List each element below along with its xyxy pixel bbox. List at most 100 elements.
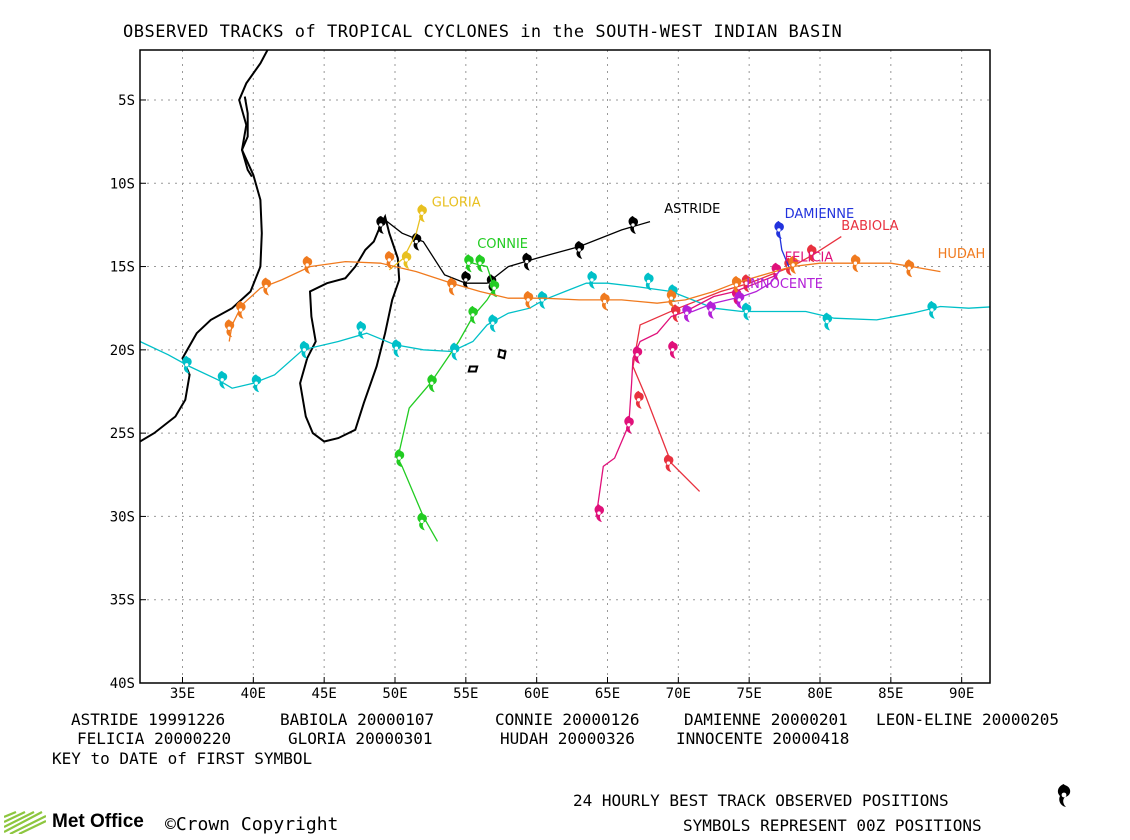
- track-symbol-astride: [522, 252, 532, 271]
- track-innocente: [682, 269, 781, 323]
- lat-tick-label: 20S: [110, 343, 135, 359]
- track-symbol-hudah: [261, 277, 272, 296]
- track-symbol-astride: [628, 215, 638, 234]
- track-symbol-leon-eline: [488, 314, 498, 333]
- track-symbol-hudah: [600, 292, 610, 311]
- track-symbol-leon-eline: [587, 270, 597, 289]
- legend-damienne: DAMIENNE 20000201: [684, 710, 848, 729]
- storm-label-babiola: BABIOLA: [841, 219, 898, 234]
- track-symbol-innocente: [682, 304, 692, 323]
- axis-ticks: 5S 10S 15S 20S 25S 30S 35S 40S 35E 40E 45E 50E 55E 60…: [110, 93, 975, 702]
- mauritius-coastline: [497, 348, 507, 360]
- track-gloria: [388, 204, 427, 271]
- storm-label-astride: ASTRIDE: [664, 202, 720, 217]
- track-symbol-astride: [461, 270, 471, 289]
- storm-labels: ASTRIDE BABIOLA CONNIE DAMIENNE FELICIA GLORI…: [432, 196, 986, 293]
- lon-tick-label: 50E: [382, 686, 407, 702]
- track-symbol-astride: [411, 232, 422, 251]
- track-symbol-leon-eline: [356, 320, 366, 339]
- track-felicia: [594, 262, 782, 523]
- grid-lines: [140, 50, 990, 683]
- lon-tick-label: 55E: [453, 686, 478, 702]
- track-symbol-gloria: [417, 204, 427, 223]
- track-symbol-leon-eline: [217, 370, 228, 389]
- storm-label-damienne: DAMIENNE: [785, 207, 855, 222]
- track-connie: [394, 254, 500, 542]
- track-symbol-felicia: [668, 340, 678, 359]
- lat-tick-label: 35S: [110, 593, 135, 609]
- lat-tick-label: 10S: [110, 176, 135, 192]
- lon-tick-label: 85E: [878, 686, 903, 702]
- track-symbol-hudah: [236, 300, 246, 319]
- footer-line-2: SYMBOLS REPRESENT 00Z POSITIONS: [683, 816, 982, 835]
- track-symbol-connie: [464, 254, 474, 273]
- track-symbol-astride: [376, 215, 386, 234]
- track-symbol-hudah: [523, 290, 534, 309]
- track-symbol-hudah: [850, 254, 861, 273]
- lat-tick-label: 30S: [110, 509, 135, 525]
- track-symbol-connie: [394, 449, 405, 468]
- coastlines: [140, 50, 507, 443]
- track-symbol-connie: [489, 279, 500, 298]
- map-title: OBSERVED TRACKS of TROPICAL CYCLONES in …: [123, 22, 843, 42]
- lat-tick-label: 15S: [110, 260, 135, 276]
- cyclone-symbol-icon: [1057, 784, 1071, 807]
- track-symbol-connie: [427, 374, 437, 393]
- track-symbol-connie: [475, 254, 485, 273]
- track-symbol-hudah: [447, 277, 457, 296]
- track-babiola: [632, 236, 842, 492]
- track-symbol-gloria: [401, 250, 412, 269]
- track-symbol-leon-eline: [822, 312, 833, 331]
- legend-hudah: HUDAH 20000326: [500, 729, 635, 748]
- track-symbol-babiola: [663, 454, 674, 473]
- storm-label-gloria: GLORIA: [432, 196, 481, 211]
- track-line-felicia: [595, 274, 778, 517]
- lon-tick-label: 65E: [595, 686, 620, 702]
- track-symbol-felicia: [594, 504, 604, 523]
- track-symbol-hudah: [731, 275, 742, 294]
- track-symbol-leon-eline: [644, 272, 654, 291]
- storm-label-felicia: FELICIA: [785, 251, 834, 266]
- track-symbol-leon-eline: [251, 374, 262, 393]
- track-symbol-connie: [468, 305, 478, 324]
- track-symbol-innocente: [734, 290, 745, 309]
- lat-tick-label: 25S: [110, 426, 135, 442]
- track-line-babiola: [632, 236, 842, 492]
- plot-frame: [139, 49, 991, 684]
- track-symbol-connie: [417, 512, 427, 531]
- track-line-hudah: [228, 260, 941, 342]
- legend-row-1: ASTRIDE 19991226: [71, 710, 225, 729]
- track-astride: [376, 215, 651, 293]
- zanzibar-coastline: [240, 96, 253, 178]
- legend-astride: ASTRIDE 19991226: [71, 710, 226, 729]
- lon-tick-label: 90E: [949, 686, 974, 702]
- lon-tick-label: 75E: [737, 686, 762, 702]
- track-symbol-hudah: [788, 255, 799, 274]
- legend-gloria: GLORIA 20000301: [288, 729, 433, 748]
- track-symbol-babiola: [807, 244, 817, 263]
- track-symbol-hudah: [302, 255, 313, 274]
- madagascar-coastline: [299, 213, 401, 443]
- track-symbol-leon-eline: [537, 290, 548, 309]
- track-symbol-leon-eline: [299, 340, 310, 359]
- legend-leon-eline: LEON-ELINE 20000205: [876, 710, 1060, 729]
- track-symbol-hudah: [666, 289, 677, 308]
- cyclone-tracks: [140, 204, 990, 542]
- track-symbol-felicia: [624, 415, 634, 434]
- met-office-logo-text: Met Office: [52, 811, 144, 832]
- copyright-notice: ©Crown Copyright: [165, 814, 339, 835]
- legend-felicia: FELICIA 20000220: [77, 729, 232, 748]
- legend-key-note: KEY to DATE of FIRST SYMBOL: [52, 749, 313, 768]
- track-line-gloria: [388, 216, 422, 271]
- lat-tick-label: 40S: [110, 676, 135, 692]
- legend-connie: CONNIE 20000126: [495, 710, 640, 729]
- legend-innocente: INNOCENTE 20000418: [676, 729, 850, 748]
- track-symbol-innocente: [706, 300, 716, 319]
- track-symbol-leon-eline: [927, 300, 937, 319]
- lon-tick-label: 45E: [312, 686, 337, 702]
- track-symbol-astride: [574, 240, 585, 259]
- track-symbol-felicia: [632, 345, 643, 364]
- legend-babiola: BABIOLA 20000107: [280, 710, 435, 729]
- track-symbol-leon-eline: [182, 355, 192, 374]
